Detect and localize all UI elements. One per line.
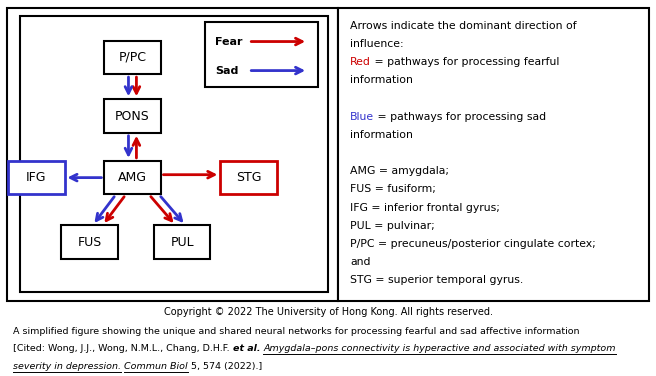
FancyBboxPatch shape <box>338 8 649 301</box>
Text: [Cited: Wong, J.J., Wong, N.M.L., Chang, D.H.F.: [Cited: Wong, J.J., Wong, N.M.L., Chang,… <box>13 344 233 353</box>
FancyBboxPatch shape <box>7 8 338 301</box>
Text: et al.: et al. <box>233 344 260 353</box>
FancyBboxPatch shape <box>104 41 161 74</box>
Text: A simplified figure showing the unique and shared neural networks for processing: A simplified figure showing the unique a… <box>13 327 580 336</box>
Text: STG = superior temporal gyrus.: STG = superior temporal gyrus. <box>350 275 523 285</box>
FancyBboxPatch shape <box>9 161 64 194</box>
FancyBboxPatch shape <box>61 225 117 259</box>
Text: Amygdala–pons connectivity is hyperactive and associated with symptom: Amygdala–pons connectivity is hyperactiv… <box>263 344 616 353</box>
Text: IFG = inferior frontal gyrus;: IFG = inferior frontal gyrus; <box>350 203 500 212</box>
Text: PUL = pulvinar;: PUL = pulvinar; <box>350 221 435 231</box>
FancyBboxPatch shape <box>20 16 328 292</box>
Text: Sad: Sad <box>215 65 239 76</box>
Text: FUS: FUS <box>77 236 102 249</box>
FancyBboxPatch shape <box>220 161 277 194</box>
Text: severity in depression.: severity in depression. <box>13 362 121 371</box>
Text: P/PC: P/PC <box>119 51 146 64</box>
Text: IFG: IFG <box>26 171 47 184</box>
Text: Fear: Fear <box>215 36 243 47</box>
Text: Blue: Blue <box>350 112 375 121</box>
Text: and: and <box>350 257 371 267</box>
Text: = pathways for processing sad: = pathways for processing sad <box>375 112 546 121</box>
Text: Red: Red <box>350 57 371 67</box>
FancyBboxPatch shape <box>205 22 318 87</box>
Text: Copyright © 2022 The University of Hong Kong. All rights reserved.: Copyright © 2022 The University of Hong … <box>163 307 493 317</box>
Text: 5, 574 (2022).]: 5, 574 (2022).] <box>188 362 262 371</box>
Text: P/PC = precuneus/posterior cingulate cortex;: P/PC = precuneus/posterior cingulate cor… <box>350 239 596 249</box>
Text: Arrows indicate the dominant direction of: Arrows indicate the dominant direction o… <box>350 21 577 31</box>
FancyBboxPatch shape <box>154 225 211 259</box>
Text: influence:: influence: <box>350 39 404 49</box>
Text: AMG: AMG <box>118 171 147 184</box>
Text: = pathways for processing fearful: = pathways for processing fearful <box>371 57 560 67</box>
Text: STG: STG <box>236 171 261 184</box>
Text: information: information <box>350 75 413 85</box>
Text: FUS = fusiform;: FUS = fusiform; <box>350 184 436 194</box>
Text: PONS: PONS <box>115 109 150 123</box>
Text: Commun Biol: Commun Biol <box>124 362 188 371</box>
Text: information: information <box>350 130 413 140</box>
Text: PUL: PUL <box>171 236 194 249</box>
FancyBboxPatch shape <box>104 161 161 194</box>
Text: AMG = amygdala;: AMG = amygdala; <box>350 166 449 176</box>
FancyBboxPatch shape <box>104 99 161 133</box>
